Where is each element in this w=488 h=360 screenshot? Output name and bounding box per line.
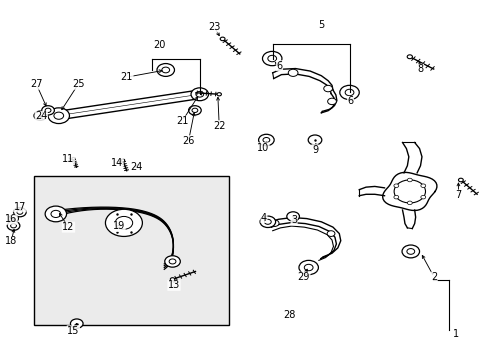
Circle shape [298,260,318,275]
Text: 8: 8 [417,64,423,74]
Circle shape [393,180,425,203]
Circle shape [170,278,174,281]
Circle shape [196,91,203,97]
Circle shape [258,134,274,146]
Bar [34,176,228,325]
Text: 16: 16 [5,214,17,224]
Circle shape [188,106,201,115]
Circle shape [17,210,23,214]
Circle shape [323,85,332,92]
Text: 24: 24 [130,162,142,172]
Text: 5: 5 [318,20,324,30]
Text: 14: 14 [111,158,123,168]
Circle shape [407,55,411,59]
Text: 23: 23 [208,22,220,32]
Circle shape [393,184,398,188]
Text: 12: 12 [62,222,75,232]
Text: 2: 2 [430,272,436,282]
Circle shape [54,112,63,119]
Text: 20: 20 [153,40,165,50]
Circle shape [406,249,414,254]
Text: 25: 25 [72,79,84,89]
Circle shape [407,201,411,204]
Circle shape [34,111,46,120]
Circle shape [307,135,321,145]
Circle shape [7,221,20,230]
Circle shape [191,88,208,101]
Text: 7: 7 [454,190,461,200]
Circle shape [263,138,269,143]
Circle shape [9,215,19,222]
Text: 10: 10 [256,143,268,153]
Circle shape [260,216,275,228]
Text: 3: 3 [290,215,297,225]
Circle shape [220,37,224,41]
Circle shape [262,51,282,66]
Circle shape [48,108,69,123]
Text: 13: 13 [167,280,180,291]
Circle shape [115,216,132,229]
Circle shape [458,178,462,182]
Text: 21: 21 [121,72,133,82]
Text: 1: 1 [452,329,458,339]
Circle shape [267,55,276,62]
Circle shape [72,157,75,160]
Text: 6: 6 [346,96,353,107]
Text: 29: 29 [297,272,309,282]
Circle shape [217,93,221,96]
Text: 27: 27 [30,79,42,89]
Text: 4: 4 [261,212,266,222]
Text: 15: 15 [67,326,80,336]
Circle shape [401,245,419,258]
Circle shape [420,195,425,199]
Circle shape [393,195,398,199]
Text: 21: 21 [176,116,188,126]
Circle shape [164,256,180,267]
Circle shape [287,69,297,76]
Circle shape [11,224,17,228]
Text: 24: 24 [35,111,47,121]
Circle shape [304,264,312,271]
Circle shape [162,67,169,73]
Circle shape [121,159,124,162]
Circle shape [41,106,54,115]
Circle shape [70,319,83,328]
Circle shape [286,212,299,221]
Circle shape [327,98,336,105]
Circle shape [345,89,353,96]
Text: 18: 18 [5,237,17,247]
Text: 26: 26 [182,136,194,146]
Circle shape [420,184,425,188]
Circle shape [264,219,271,224]
Text: 6: 6 [276,61,282,71]
Text: 9: 9 [311,145,317,155]
Circle shape [169,259,176,264]
Circle shape [45,206,66,222]
Circle shape [192,108,198,112]
Text: 17: 17 [14,202,26,212]
Circle shape [157,64,174,76]
Circle shape [45,108,51,112]
Text: 19: 19 [113,221,125,231]
Text: 28: 28 [283,310,295,320]
Circle shape [14,207,26,217]
Circle shape [51,210,61,217]
Circle shape [407,178,411,182]
Text: 22: 22 [213,121,225,131]
Circle shape [326,231,334,237]
Circle shape [105,209,142,237]
Circle shape [270,220,279,226]
Text: 11: 11 [62,154,75,164]
Circle shape [339,85,359,100]
